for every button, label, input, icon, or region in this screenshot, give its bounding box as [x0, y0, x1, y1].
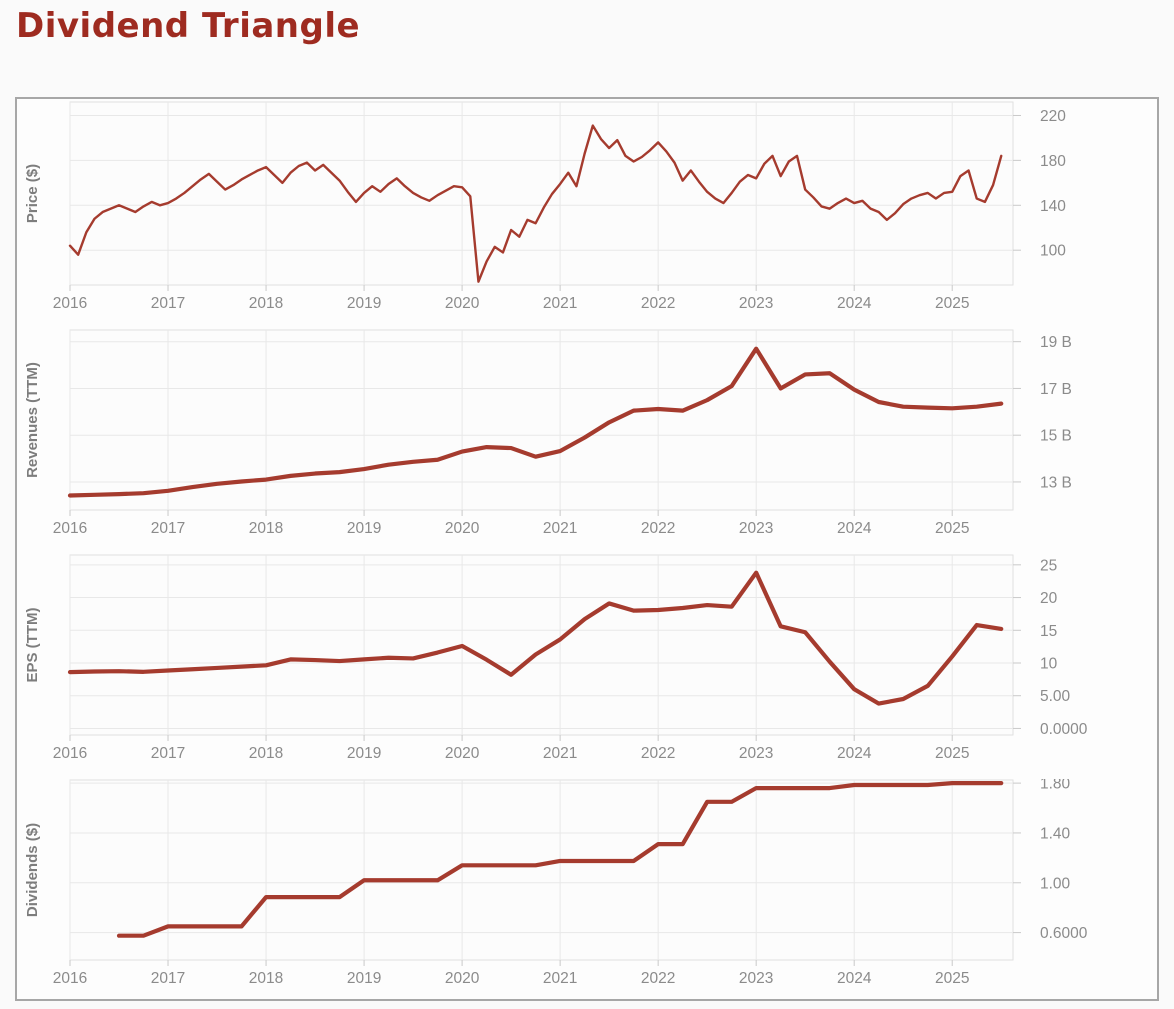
svg-text:2020: 2020	[445, 520, 480, 537]
y-axis-title: EPS (TTM)	[24, 608, 41, 683]
svg-text:2024: 2024	[837, 745, 872, 762]
svg-text:17 B: 17 B	[1040, 381, 1072, 398]
x-grid	[69, 330, 953, 516]
svg-text:2017: 2017	[151, 295, 185, 312]
plot-area	[69, 554, 1014, 736]
y-grid	[70, 114, 1021, 251]
y-tick-labels: 19 B 17 B 15 B 13 B	[1040, 334, 1072, 491]
svg-text:2023: 2023	[739, 520, 773, 537]
series-line	[116, 781, 1004, 938]
svg-text:2025: 2025	[935, 520, 969, 537]
svg-text:2017: 2017	[151, 520, 185, 537]
svg-text:2018: 2018	[249, 520, 283, 537]
svg-text:2018: 2018	[249, 295, 283, 312]
svg-text:2019: 2019	[347, 295, 381, 312]
svg-text:2016: 2016	[53, 295, 87, 312]
svg-text:2022: 2022	[641, 745, 675, 762]
svg-text:2019: 2019	[347, 970, 381, 987]
eps-plot[interactable]: 2016 2017 2018 2019 2020 2021 2022 2023 2024 2025…	[17, 554, 1155, 767]
series-line	[68, 124, 1003, 283]
y-grid	[70, 782, 1021, 934]
svg-text:2016: 2016	[53, 520, 87, 537]
svg-text:2019: 2019	[347, 745, 381, 762]
svg-text:2020: 2020	[445, 970, 480, 987]
dividends-chart: 2016 2017 2018 2019 2020 2021 2022 2023 2024 2025…	[17, 779, 1157, 997]
svg-text:2021: 2021	[543, 295, 577, 312]
svg-text:5.00: 5.00	[1040, 688, 1071, 705]
x-tick-labels: 2016 2017 2018 2019 2020 2021 2022 2023 2024 2025	[53, 745, 970, 762]
svg-text:2017: 2017	[151, 970, 185, 987]
svg-text:15: 15	[1040, 623, 1057, 640]
price-chart: 2016 2017 2018 2019 2020 2021 2022 2023 2024 2025…	[17, 101, 1157, 317]
series-line	[67, 570, 1004, 706]
svg-text:2022: 2022	[641, 520, 675, 537]
svg-text:1.00: 1.00	[1040, 875, 1071, 892]
plot-area	[69, 329, 1014, 511]
page-title: Dividend Triangle	[16, 6, 361, 46]
x-grid	[69, 555, 953, 741]
svg-text:2017: 2017	[151, 745, 185, 762]
svg-text:100: 100	[1040, 243, 1066, 260]
svg-text:2024: 2024	[837, 295, 872, 312]
svg-text:2025: 2025	[935, 970, 969, 987]
svg-text:20: 20	[1040, 590, 1058, 607]
svg-text:2016: 2016	[53, 745, 87, 762]
svg-text:2024: 2024	[837, 520, 872, 537]
svg-text:10: 10	[1040, 656, 1058, 673]
svg-text:2023: 2023	[739, 295, 773, 312]
svg-text:25: 25	[1040, 557, 1057, 574]
x-grid	[69, 780, 953, 966]
y-axis-title: Price ($)	[24, 164, 41, 223]
x-tick-labels: 2016 2017 2018 2019 2020 2021 2022 2023 2024 2025	[53, 520, 970, 537]
svg-text:2018: 2018	[249, 970, 283, 987]
svg-text:2021: 2021	[543, 745, 577, 762]
x-tick-labels: 2016 2017 2018 2019 2020 2021 2022 2023 2024 2025	[53, 295, 970, 312]
svg-text:2023: 2023	[739, 745, 773, 762]
svg-text:2023: 2023	[739, 970, 773, 987]
y-tick-labels: 25 20 15 10 5.00 0.0000	[1040, 557, 1088, 738]
revenues-plot[interactable]: 2016 2017 2018 2019 2020 2021 2022 2023 2024 2025…	[17, 329, 1155, 542]
svg-text:19 B: 19 B	[1040, 334, 1072, 351]
svg-text:2018: 2018	[249, 745, 283, 762]
plot-area	[69, 101, 1014, 286]
price-plot[interactable]: 2016 2017 2018 2019 2020 2021 2022 2023 2024 2025…	[17, 101, 1155, 317]
eps-chart: 2016 2017 2018 2019 2020 2021 2022 2023 2024 2025…	[17, 554, 1157, 767]
x-tick-labels: 2016 2017 2018 2019 2020 2021 2022 2023 2024 2025	[53, 970, 970, 987]
y-tick-labels: 220 180 140 100	[1040, 108, 1066, 260]
svg-text:180: 180	[1040, 153, 1066, 170]
svg-text:0.6000: 0.6000	[1040, 925, 1088, 942]
svg-text:2016: 2016	[53, 970, 87, 987]
svg-text:1.80: 1.80	[1040, 779, 1071, 793]
y-axis-title: Revenues (TTM)	[24, 362, 41, 478]
svg-text:2021: 2021	[543, 520, 577, 537]
svg-text:140: 140	[1040, 198, 1066, 215]
svg-text:2022: 2022	[641, 295, 675, 312]
svg-text:2020: 2020	[445, 295, 480, 312]
series-line	[67, 346, 1004, 498]
y-tick-labels: 1.80 1.40 1.00 0.6000	[1040, 779, 1088, 942]
svg-text:2021: 2021	[543, 970, 577, 987]
svg-text:15 B: 15 B	[1040, 428, 1072, 445]
dividend-triangle-panel: 2016 2017 2018 2019 2020 2021 2022 2023 2024 2025…	[15, 97, 1159, 1001]
plot-area	[69, 779, 1014, 961]
svg-text:0.0000: 0.0000	[1040, 721, 1088, 738]
svg-text:1.40: 1.40	[1040, 825, 1071, 842]
revenues-chart: 2016 2017 2018 2019 2020 2021 2022 2023 2024 2025…	[17, 329, 1157, 542]
svg-text:220: 220	[1040, 108, 1066, 125]
y-grid	[70, 564, 1021, 729]
y-axis-title: Dividends ($)	[24, 823, 41, 917]
svg-text:13 B: 13 B	[1040, 474, 1072, 491]
svg-text:2022: 2022	[641, 970, 675, 987]
dividends-plot[interactable]: 2016 2017 2018 2019 2020 2021 2022 2023 2024 2025…	[17, 779, 1155, 997]
svg-text:2019: 2019	[347, 520, 381, 537]
svg-text:2020: 2020	[445, 745, 480, 762]
svg-text:2024: 2024	[837, 970, 872, 987]
x-grid	[69, 102, 953, 291]
svg-text:2025: 2025	[935, 295, 969, 312]
svg-text:2025: 2025	[935, 745, 969, 762]
